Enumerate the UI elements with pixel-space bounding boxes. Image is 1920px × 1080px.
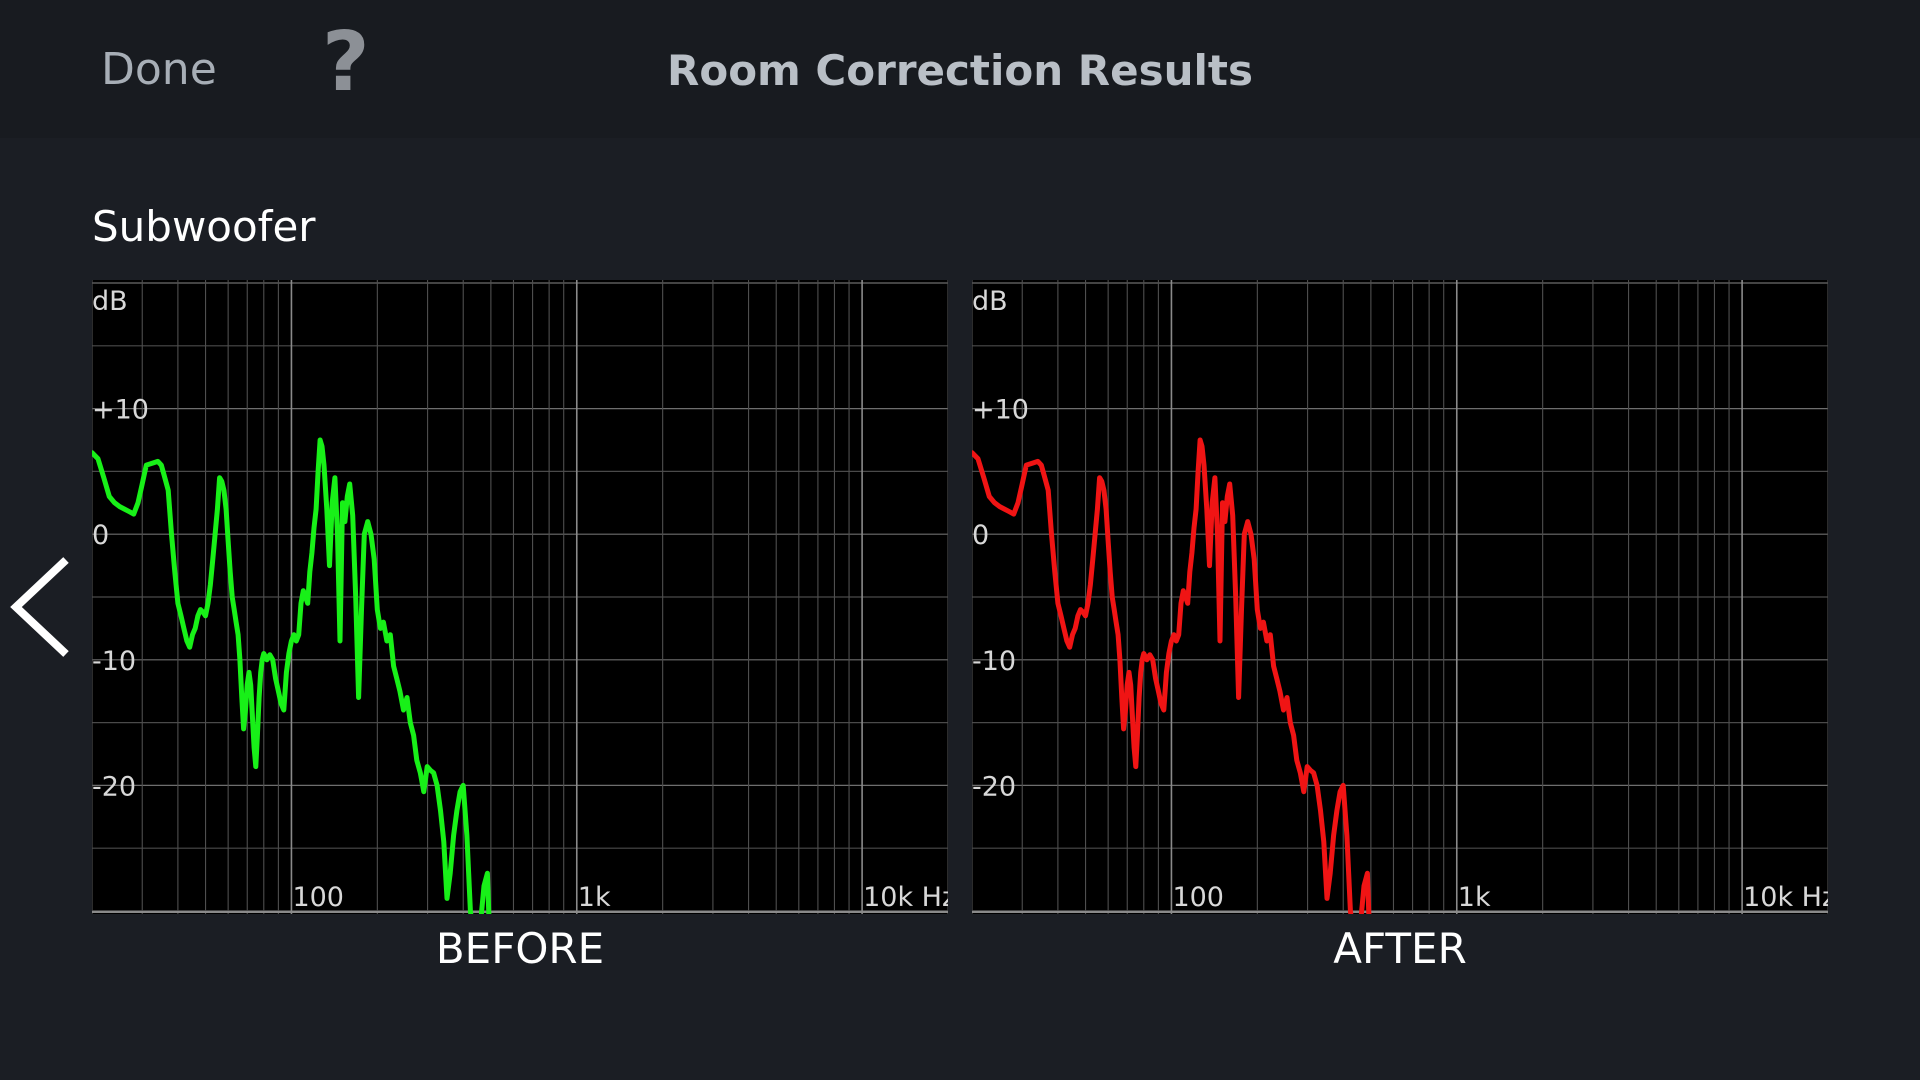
previous-speaker-button[interactable] [6, 552, 76, 662]
chevron-left-icon [10, 557, 69, 657]
chart-before-caption: BEFORE [435, 924, 605, 973]
help-button[interactable]: ? [322, 15, 370, 110]
x-tick-label: 100 [292, 882, 344, 913]
x-tick-label: 100 [1172, 882, 1224, 913]
chart-after: dB +10 0 -10 -20 100 1k 10k Hz [972, 280, 1828, 914]
y-tick-label: -10 [972, 646, 1016, 677]
y-tick-label: 0 [92, 520, 109, 551]
y-tick-label: -20 [92, 771, 136, 802]
y-unit-label: dB [972, 286, 1008, 317]
grid [972, 280, 1828, 914]
y-tick-label: -20 [972, 771, 1016, 802]
x-tick-label: 10k Hz [863, 882, 948, 913]
x-tick-label: 1k [578, 882, 611, 913]
y-tick-label: +10 [972, 395, 1029, 426]
chart-before: dB +10 0 -10 -20 100 1k 10k Hz [92, 280, 948, 914]
chart-after-caption: AFTER [1333, 924, 1467, 973]
y-tick-label: +10 [92, 395, 149, 426]
response-curve [972, 437, 1372, 914]
y-tick-label: 0 [972, 520, 989, 551]
chart-after-plot: dB +10 0 -10 -20 100 1k 10k Hz [972, 280, 1828, 914]
page-title-text: Room Correction Results [667, 46, 1253, 95]
chart-before-plot: dB +10 0 -10 -20 100 1k 10k Hz [92, 280, 948, 914]
grid [92, 280, 948, 914]
speaker-name: Subwoofer [92, 202, 316, 251]
page-title: Room Correction Results [0, 46, 1920, 95]
y-tick-label: -10 [92, 646, 136, 677]
y-unit-label: dB [92, 286, 128, 317]
x-tick-label: 1k [1458, 882, 1491, 913]
x-tick-label: 10k Hz [1743, 882, 1828, 913]
response-curve [92, 437, 492, 914]
done-button[interactable]: Done [101, 44, 217, 95]
header-bar: Done ? Room Correction Results [0, 0, 1920, 138]
